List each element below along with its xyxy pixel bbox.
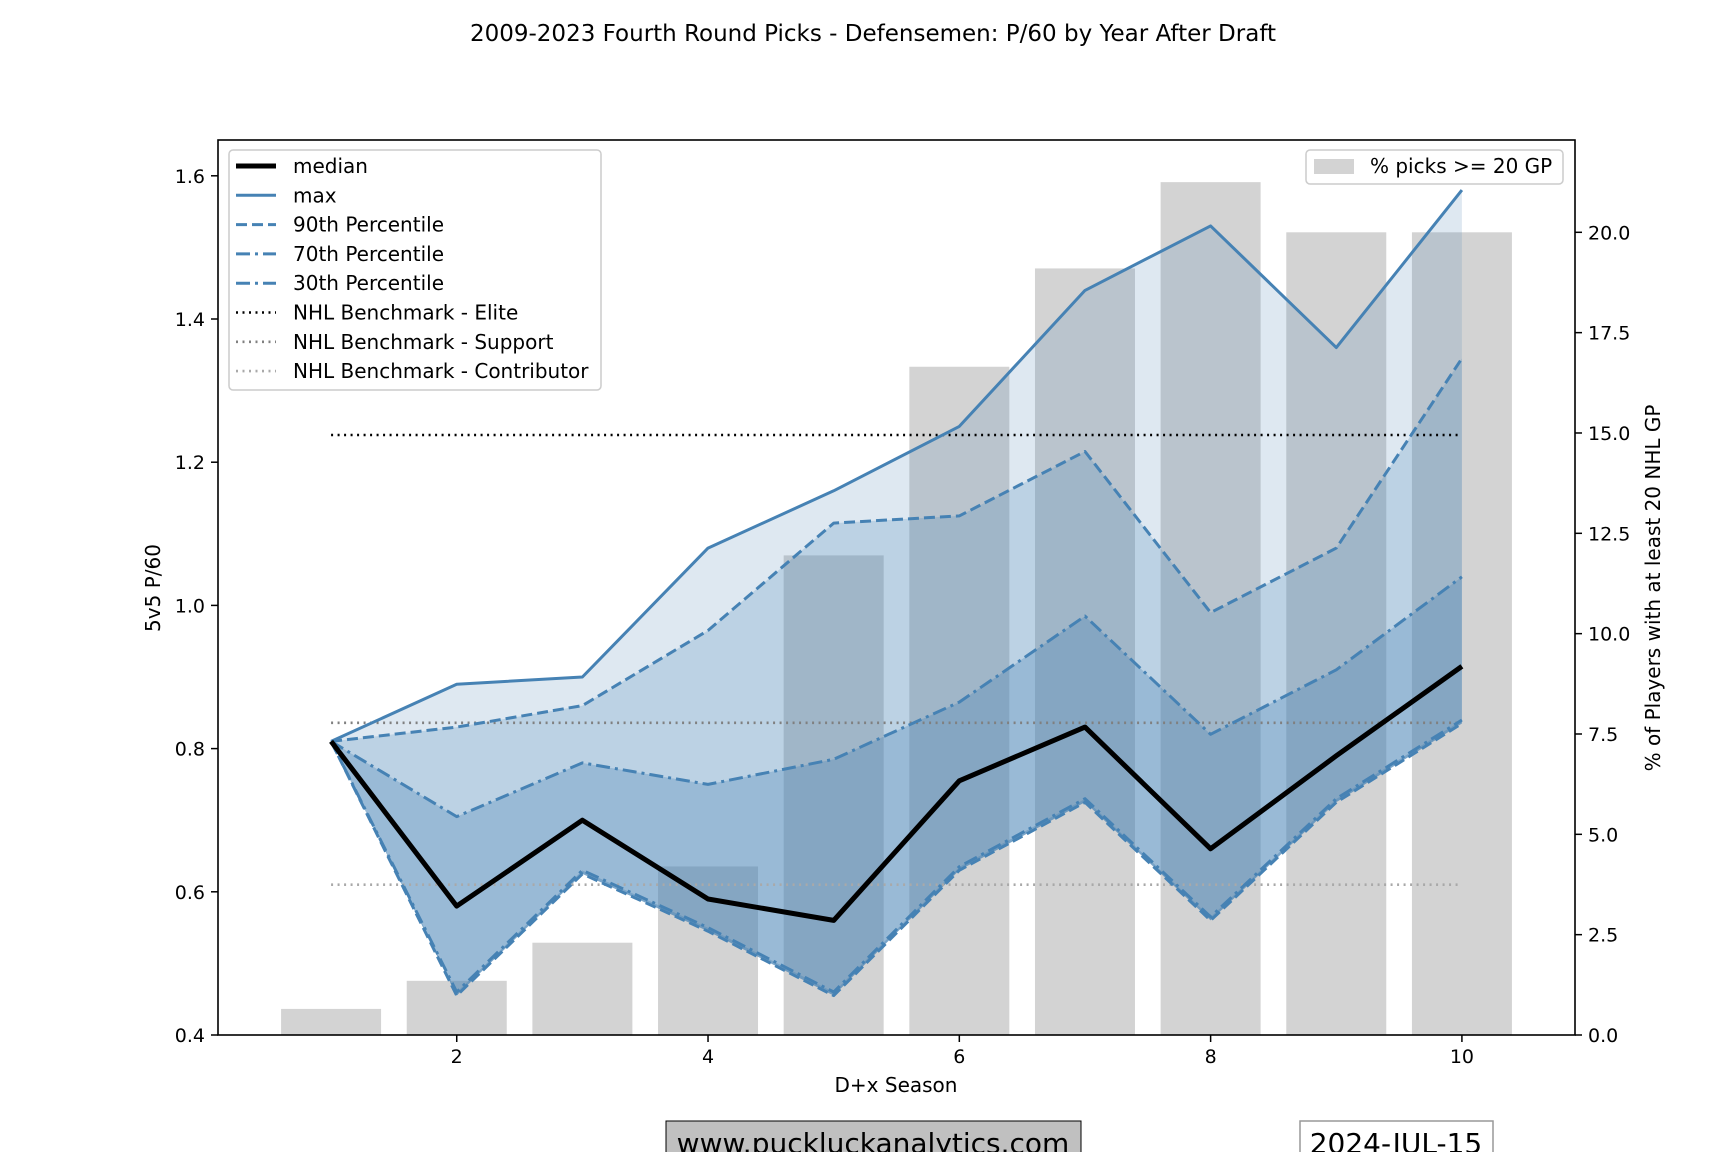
band-70-30 xyxy=(331,576,1462,992)
legend-line-label: NHL Benchmark - Contributor xyxy=(293,359,589,383)
footer-website-box xyxy=(665,1120,1082,1152)
x-tick-label: 8 xyxy=(1205,1046,1217,1068)
legend-lines-box xyxy=(228,149,602,391)
chart-title: 2009-2023 Fourth Round Picks - Defenseme… xyxy=(470,21,1276,47)
bar xyxy=(281,1008,382,1035)
legend-line-label: 30th Percentile xyxy=(293,271,444,295)
x-axis: 2 4 6 8 10 xyxy=(451,1035,1474,1068)
bar xyxy=(532,942,633,1035)
y-axis-right: 0.0 2.5 5.0 7.5 10.0 12.5 15.0 17.5 20.0 xyxy=(1575,222,1630,1047)
plot-frame xyxy=(217,139,1576,1036)
series-line xyxy=(330,575,1463,819)
legend-lines: median max 90th Percentile 70th Percentile 3… xyxy=(228,149,602,391)
series-line xyxy=(329,664,1464,923)
band-90-70 xyxy=(331,358,1462,817)
y-axis-label: 5v5 P/60 xyxy=(141,544,165,632)
footer-website: www.puckluckanalytics.com xyxy=(677,1127,1070,1152)
bar xyxy=(1286,232,1387,1035)
y2-tick-label: 7.5 xyxy=(1588,724,1618,746)
legend-line-label: NHL Benchmark - Elite xyxy=(293,301,518,325)
series-line xyxy=(329,722,1463,998)
y-axis-left: 0.4 0.6 0.8 1.0 1.2 1.4 1.6 xyxy=(175,166,218,1047)
legend-bars-box xyxy=(1305,149,1564,185)
y2-tick-label: 17.5 xyxy=(1588,323,1630,345)
x-tick-label: 6 xyxy=(953,1046,965,1068)
footer-date-box xyxy=(1299,1120,1494,1152)
series-line xyxy=(330,357,1464,743)
legend-line-label: 70th Percentile xyxy=(293,242,444,266)
legend-line-label: NHL Benchmark - Support xyxy=(293,330,554,354)
legend-bars-swatch xyxy=(1314,159,1354,174)
x-tick-label: 4 xyxy=(702,1046,714,1068)
band-max-90 xyxy=(331,190,1462,742)
y-tick-label: 0.6 xyxy=(175,882,205,904)
y2-tick-label: 0.0 xyxy=(1588,1025,1618,1047)
series-lines xyxy=(329,189,1464,998)
y2-tick-label: 10.0 xyxy=(1588,624,1630,646)
y2-axis-label: % of Players with at least 20 NHL GP xyxy=(1641,405,1665,772)
y2-tick-label: 5.0 xyxy=(1588,824,1618,846)
legend-line-label: median xyxy=(293,154,368,178)
series-line xyxy=(329,718,1463,994)
y2-tick-label: 20.0 xyxy=(1588,222,1630,244)
y2-tick-label: 15.0 xyxy=(1588,423,1630,445)
y2-tick-label: 12.5 xyxy=(1588,523,1630,545)
y-tick-label: 1.6 xyxy=(175,166,205,188)
footer-date: 2024-JUL-15 xyxy=(1310,1127,1483,1152)
x-axis-label: D+x Season xyxy=(835,1073,958,1097)
legend-line-label: max xyxy=(293,183,337,207)
legend-line-label: 90th Percentile xyxy=(293,213,444,237)
x-tick-label: 2 xyxy=(451,1046,463,1068)
series-line xyxy=(330,189,1464,743)
y-tick-label: 0.8 xyxy=(175,739,205,761)
y-tick-label: 1.2 xyxy=(175,452,205,474)
y-tick-label: 1.0 xyxy=(175,595,205,617)
legend-bars: % picks >= 20 GP xyxy=(1305,149,1564,185)
y2-tick-label: 2.5 xyxy=(1588,925,1618,947)
y-tick-label: 0.4 xyxy=(175,1025,205,1047)
y-tick-label: 1.4 xyxy=(175,309,205,331)
legend-bars-label: % picks >= 20 GP xyxy=(1370,154,1552,178)
x-tick-label: 10 xyxy=(1450,1046,1474,1068)
